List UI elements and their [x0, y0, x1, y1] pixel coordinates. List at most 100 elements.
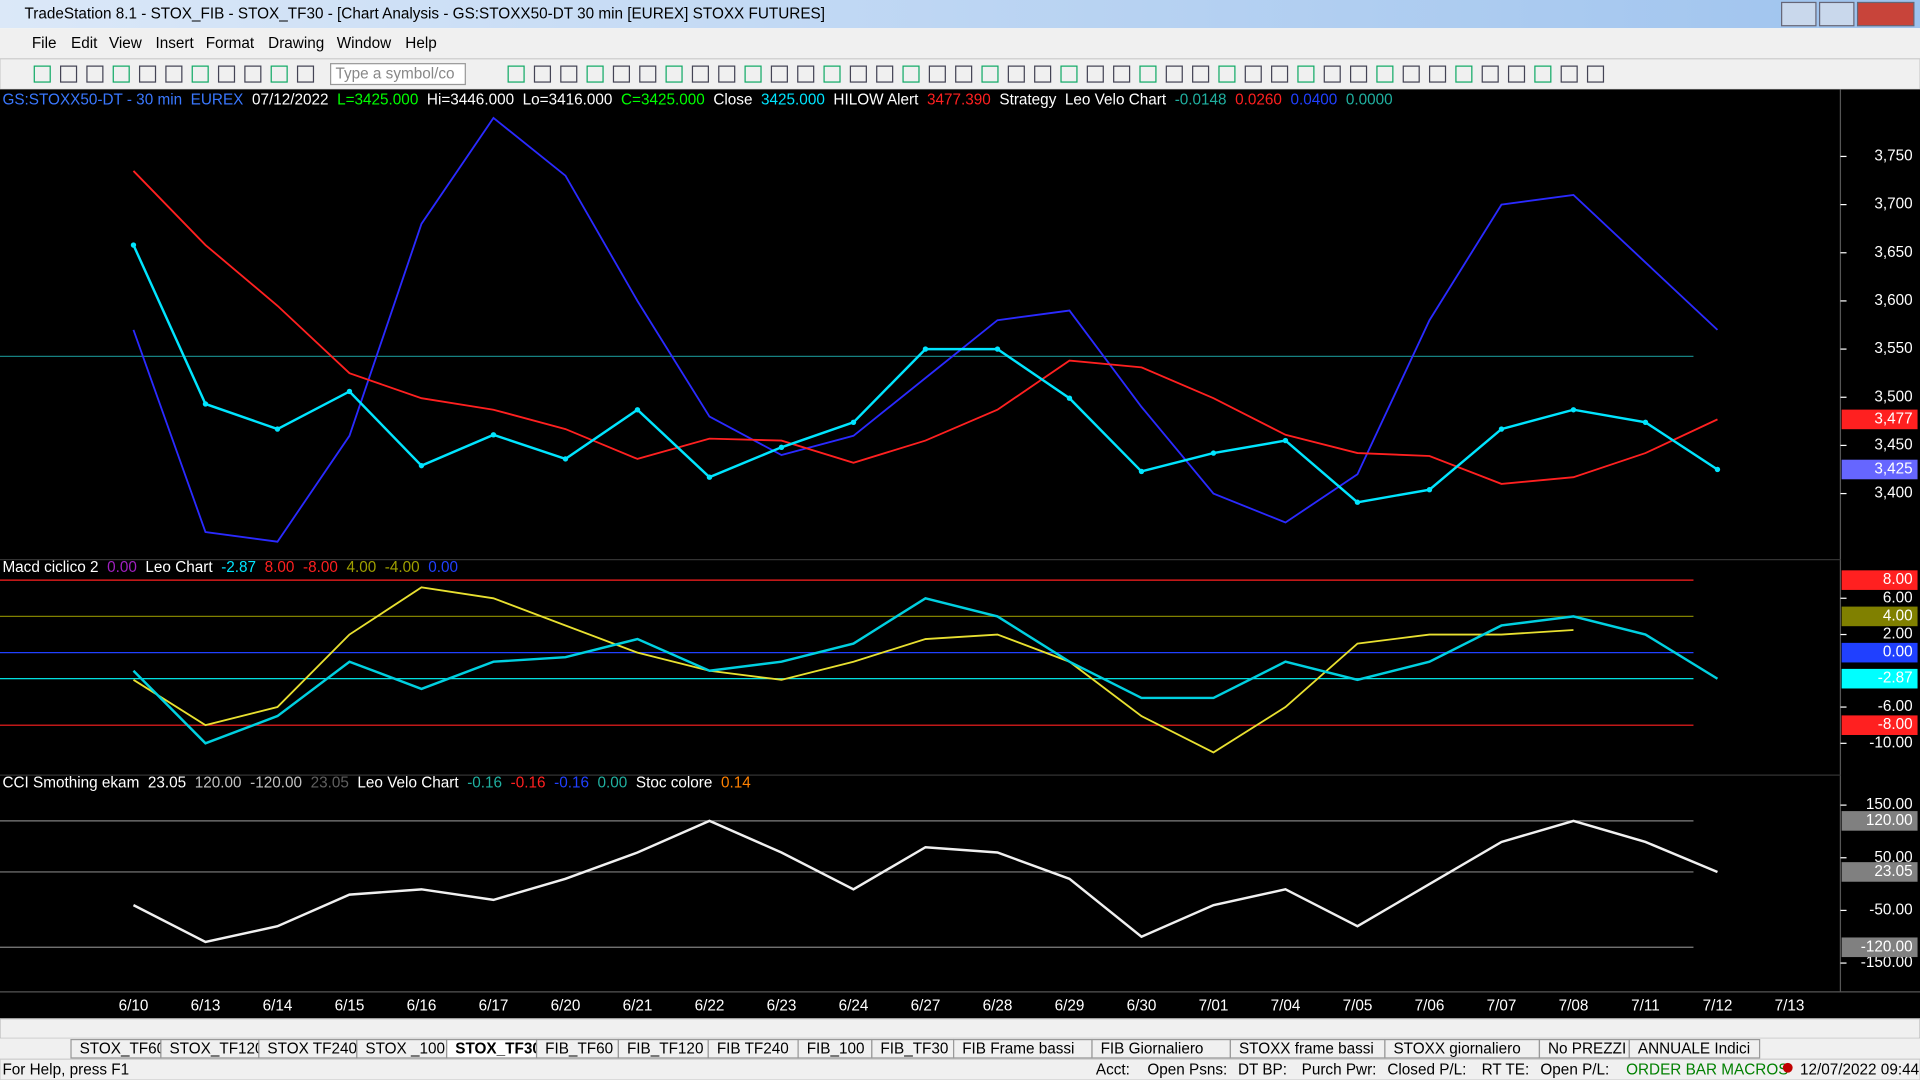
close-button[interactable]	[1856, 1, 1915, 27]
symbol-input[interactable]	[330, 63, 466, 86]
x-tick-label: 6/20	[551, 998, 581, 1015]
toolbar-icon[interactable]	[165, 65, 183, 83]
tab-label: STOX_TF60	[80, 1040, 166, 1057]
price-dot	[850, 419, 857, 425]
tab-label: FIB_TF30	[880, 1040, 948, 1057]
toolbar-icon[interactable]	[33, 65, 51, 83]
toolbar-icon[interactable]	[1507, 65, 1526, 83]
price-dot	[706, 474, 713, 480]
maximize-button[interactable]	[1818, 1, 1855, 27]
toolbar-icon[interactable]	[612, 65, 630, 83]
toolbar-icon[interactable]	[1402, 65, 1420, 83]
y-tick-label: 150.00	[1866, 796, 1913, 813]
toolbar-icon[interactable]	[823, 65, 841, 83]
toolbar-icon[interactable]	[639, 65, 657, 83]
tab-label: FIB Giornaliero	[1101, 1040, 1204, 1057]
status-field: Open Psns:	[1147, 1061, 1227, 1078]
series-line	[132, 586, 1574, 754]
toolbar-icon[interactable]	[770, 65, 788, 83]
toolbar-icon[interactable]	[1165, 65, 1183, 83]
price-dot	[1066, 395, 1073, 401]
toolbar-icon[interactable]	[60, 65, 78, 83]
menu-item[interactable]: Help	[405, 35, 436, 52]
price-dot	[130, 242, 137, 248]
toolbar-icon[interactable]	[507, 65, 525, 83]
toolbar-icon[interactable]	[1218, 65, 1236, 83]
toolbar-icon[interactable]	[1323, 65, 1341, 83]
price-dot	[1426, 487, 1433, 493]
menu-item[interactable]: Insert	[156, 35, 195, 52]
toolbar-icon[interactable]	[1350, 65, 1368, 83]
toolbar-icon[interactable]	[138, 65, 157, 83]
menu-item[interactable]: Edit	[71, 35, 98, 52]
toolbar-icon[interactable]	[1271, 65, 1289, 83]
menu-item[interactable]: Window	[337, 35, 392, 52]
toolbar-icon[interactable]	[955, 65, 973, 83]
toolbar-icon[interactable]	[1586, 65, 1605, 83]
toolbar-icon[interactable]	[718, 65, 736, 83]
scroll-bar[interactable]	[0, 1018, 1920, 1039]
header-item: 8.00	[265, 559, 295, 576]
header-item: C=3425.000	[621, 91, 705, 108]
value-box	[1841, 570, 1918, 590]
toolbar	[0, 58, 1920, 90]
toolbar-icon[interactable]	[86, 65, 104, 83]
toolbar-icon[interactable]	[1007, 65, 1025, 83]
toolbar-icon[interactable]	[1113, 65, 1131, 83]
y-tick-label: 3,600	[1874, 292, 1912, 309]
toolbar-icon[interactable]	[533, 65, 552, 83]
toolbar-icon[interactable]	[1192, 65, 1210, 83]
toolbar-icon[interactable]	[191, 65, 209, 83]
toolbar-icon[interactable]	[296, 65, 315, 83]
tab-label: STOX _100	[365, 1040, 445, 1057]
toolbar-icon[interactable]	[112, 65, 130, 83]
price-dot	[202, 401, 209, 407]
toolbar-icon[interactable]	[1376, 65, 1394, 83]
x-tick-label: 6/27	[911, 998, 941, 1015]
price-dot	[1642, 419, 1649, 425]
toolbar-icon[interactable]	[1139, 65, 1157, 83]
x-tick-label: 6/16	[407, 998, 437, 1015]
toolbar-icon[interactable]	[691, 65, 709, 83]
toolbar-icon[interactable]	[217, 65, 236, 83]
menu-item[interactable]: View	[109, 35, 143, 52]
toolbar-icon[interactable]	[902, 65, 920, 83]
toolbar-icon[interactable]	[1244, 65, 1262, 83]
y-tick-label: 3,750	[1874, 147, 1912, 164]
toolbar-icon[interactable]	[797, 65, 815, 83]
toolbar-icon[interactable]	[1455, 65, 1473, 83]
toolbar-icon[interactable]	[744, 65, 762, 83]
toolbar-icon[interactable]	[981, 65, 999, 83]
toolbar-icon[interactable]	[665, 65, 683, 83]
toolbar-icon[interactable]	[849, 65, 867, 83]
panel-header: GS:STOXX50-DT - 30 min EUREX 07/12/2022 L=3…	[2, 91, 1392, 108]
menu-item[interactable]: Drawing	[268, 35, 324, 52]
toolbar-icon[interactable]	[1560, 65, 1578, 83]
panel-header: Macd ciclico 2 0.00 Leo Chart -2.87 8.00 -8.0…	[2, 559, 458, 576]
toolbar-icon[interactable]	[1481, 65, 1499, 83]
tab-label: FIB_100	[807, 1040, 865, 1057]
window-title: TradeStation 8.1 - STOX_FIB - STOX_TF30 …	[24, 6, 825, 23]
toolbar-icon[interactable]	[876, 65, 894, 83]
toolbar-icon[interactable]	[244, 65, 262, 83]
toolbar-icon[interactable]	[586, 65, 604, 83]
toolbar-icon[interactable]	[1034, 65, 1052, 83]
toolbar-icon[interactable]	[1297, 65, 1315, 83]
minimize-button[interactable]	[1781, 1, 1817, 27]
tab[interactable]	[1628, 1038, 1761, 1059]
series-line	[132, 116, 1719, 543]
x-tick-label: 6/22	[695, 998, 725, 1015]
menu-item[interactable]: Format	[206, 35, 255, 52]
toolbar-icon[interactable]	[1086, 65, 1104, 83]
toolbar-icon[interactable]	[1534, 65, 1552, 83]
x-tick-label: 6/30	[1127, 998, 1157, 1015]
toolbar-icon[interactable]	[560, 65, 578, 83]
tab-label: FIB TF240	[717, 1040, 789, 1057]
title-bar	[0, 0, 1920, 29]
toolbar-icon[interactable]	[928, 65, 946, 83]
menu-item[interactable]: File	[32, 35, 57, 52]
toolbar-icon[interactable]	[1060, 65, 1078, 83]
header-item: Leo Velo Chart	[1065, 91, 1167, 108]
toolbar-icon[interactable]	[1428, 65, 1447, 83]
toolbar-icon[interactable]	[270, 65, 288, 83]
